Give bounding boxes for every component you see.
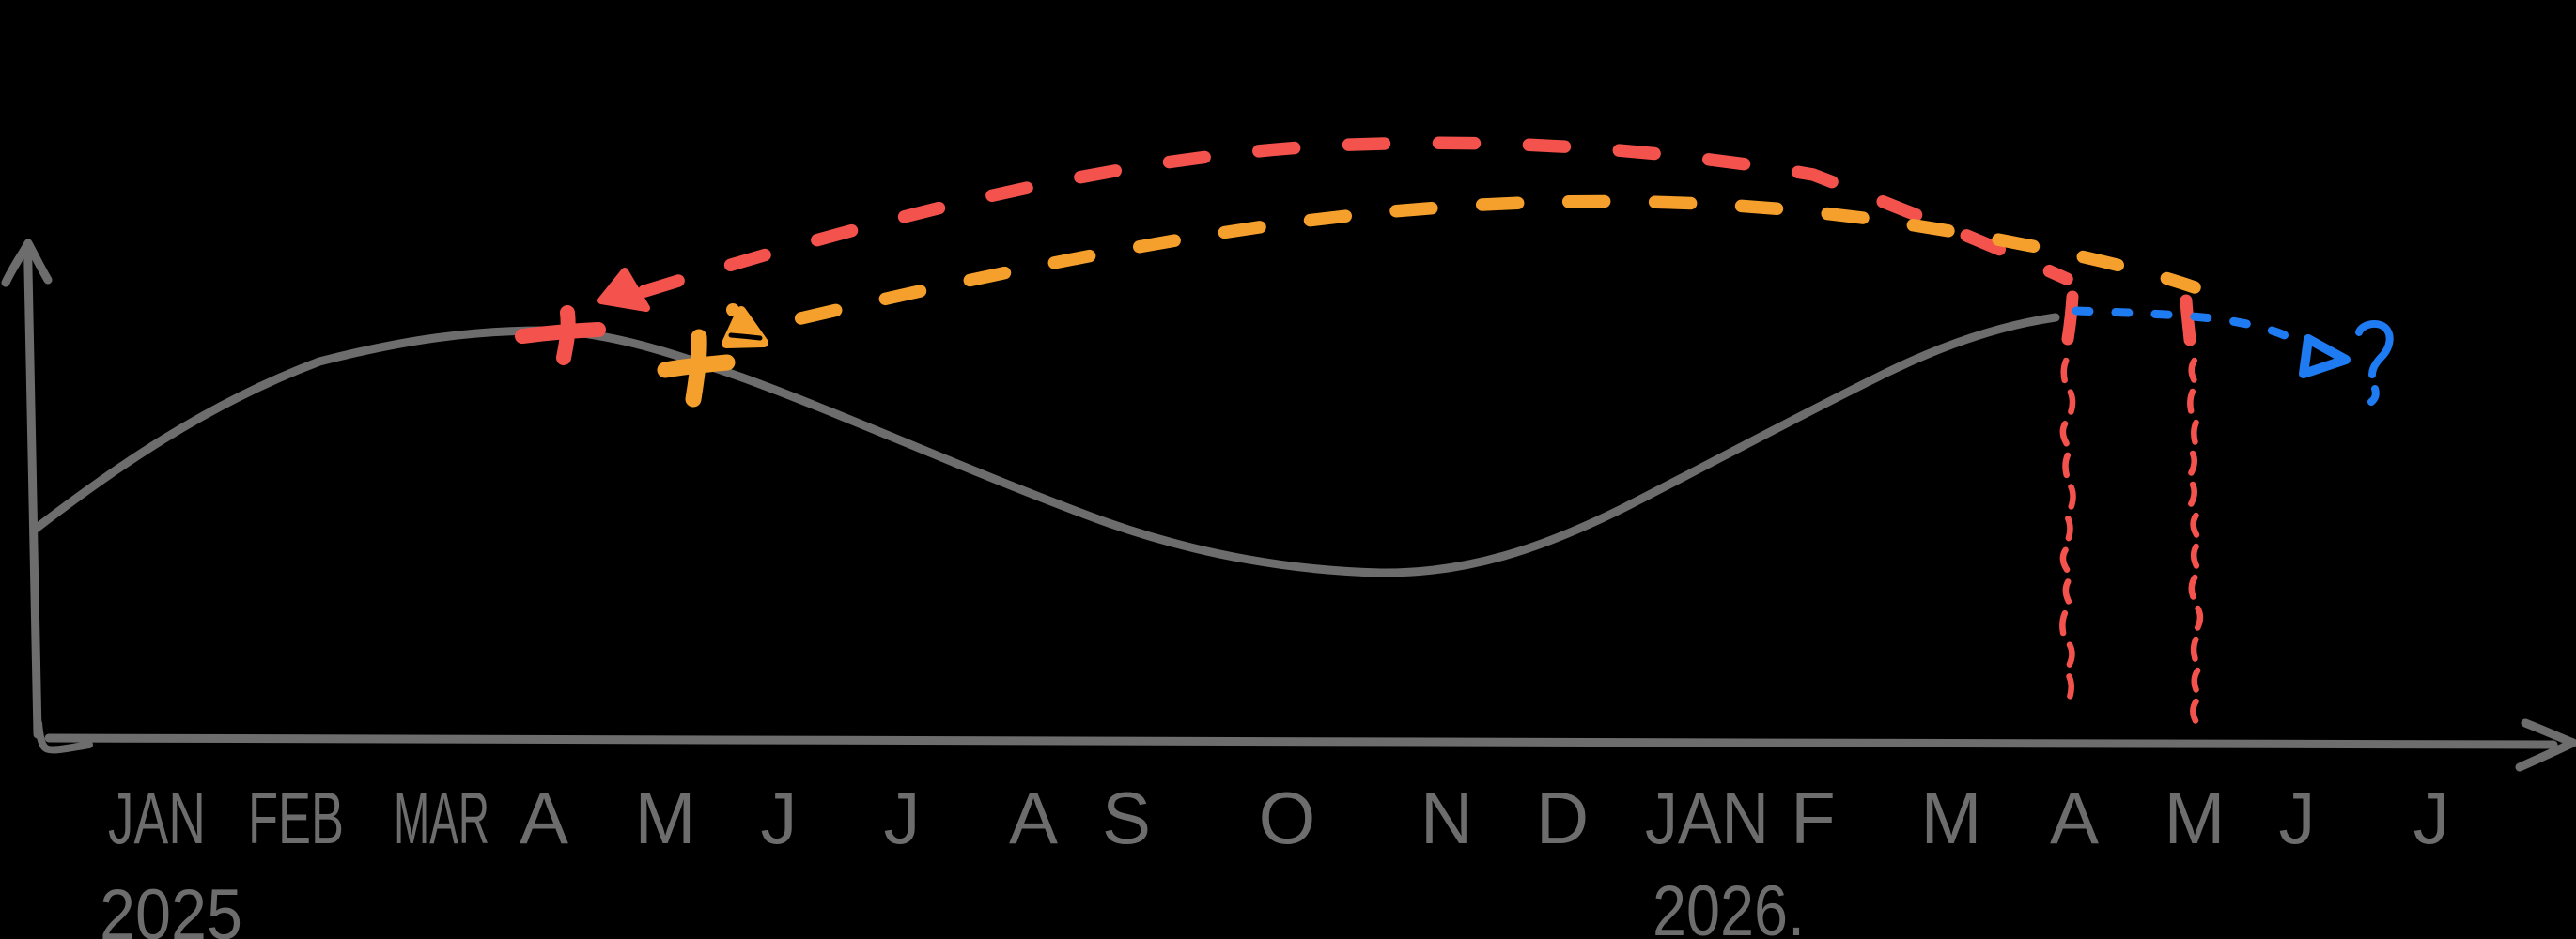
svg-text:N: N (1420, 777, 1473, 859)
svg-text:A: A (2050, 777, 2099, 859)
svg-text:2026.: 2026. (1653, 871, 1805, 939)
svg-text:FEB: FEB (248, 777, 344, 859)
svg-text:O: O (1259, 777, 1316, 859)
svg-text:MAR: MAR (394, 777, 489, 859)
svg-text:S: S (1102, 777, 1151, 859)
svg-text:J: J (884, 777, 921, 859)
svg-text:A: A (520, 777, 568, 859)
svg-text:M: M (635, 777, 696, 859)
svg-text:2025: 2025 (100, 875, 242, 939)
svg-text:J: J (2279, 777, 2316, 859)
svg-text:D: D (1536, 777, 1589, 859)
svg-text:JAN: JAN (1645, 777, 1769, 859)
svg-text:J: J (761, 777, 798, 859)
svg-text:M: M (1921, 777, 1982, 859)
svg-text:F: F (1791, 777, 1836, 859)
svg-text:A: A (1009, 777, 1058, 859)
svg-text:M: M (2165, 777, 2226, 859)
svg-text:JAN: JAN (108, 777, 206, 859)
svg-text:J: J (2413, 777, 2450, 859)
